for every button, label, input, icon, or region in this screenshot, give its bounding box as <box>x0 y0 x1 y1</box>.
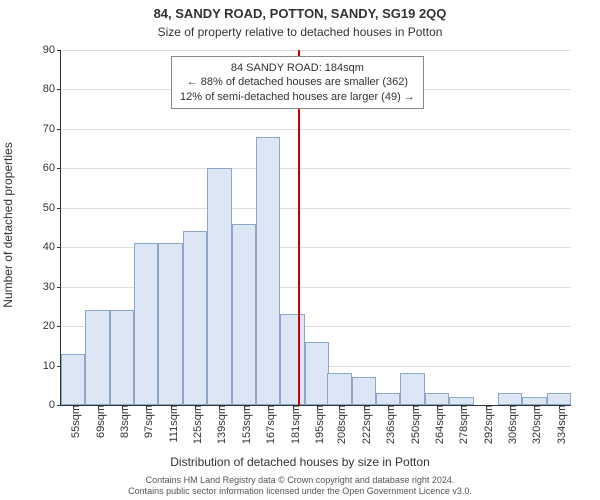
x-tick-label: 306sqm <box>501 405 519 444</box>
histogram-bar <box>522 397 546 405</box>
gridline <box>61 168 571 169</box>
histogram-bar <box>327 373 351 405</box>
histogram-bar <box>158 243 182 405</box>
x-tick-label: 236sqm <box>379 405 397 444</box>
x-tick-label: 208sqm <box>330 405 348 444</box>
gridline <box>61 50 571 51</box>
histogram-bar <box>256 137 280 405</box>
gridline <box>61 208 571 209</box>
y-tick-mark <box>57 405 61 406</box>
x-tick-label: 111sqm <box>162 405 180 443</box>
histogram-bar <box>61 354 85 405</box>
x-tick-label: 97sqm <box>137 405 155 438</box>
histogram-bar <box>376 393 400 405</box>
x-tick-label: 195sqm <box>308 405 326 444</box>
histogram-bar <box>207 168 231 405</box>
annotation-line-2: ← 88% of detached houses are smaller (36… <box>180 75 415 89</box>
histogram-bar <box>183 231 207 405</box>
x-tick-label: 264sqm <box>428 405 446 444</box>
histogram-bar <box>232 224 256 405</box>
annotation-line-1: 84 SANDY ROAD: 184sqm <box>180 61 415 75</box>
x-tick-label: 222sqm <box>355 405 373 444</box>
y-tick-mark <box>57 50 61 51</box>
histogram-bar <box>110 310 134 405</box>
histogram-bar <box>352 377 376 405</box>
y-tick-mark <box>57 168 61 169</box>
histogram-bar <box>547 393 571 405</box>
chart-title: 84, SANDY ROAD, POTTON, SANDY, SG19 2QQ <box>0 0 600 21</box>
histogram-bar <box>134 243 158 405</box>
x-tick-label: 55sqm <box>64 405 82 438</box>
footer-attribution: Contains HM Land Registry data © Crown c… <box>0 475 600 497</box>
y-tick-mark <box>57 247 61 248</box>
x-tick-label: 181sqm <box>284 405 302 444</box>
histogram-bar <box>449 397 473 405</box>
y-axis-label: Number of detached properties <box>1 142 15 307</box>
histogram-bar <box>498 393 522 405</box>
x-tick-label: 250sqm <box>404 405 422 444</box>
histogram-bar <box>425 393 449 405</box>
histogram-bar <box>400 373 424 405</box>
x-tick-label: 153sqm <box>235 405 253 444</box>
y-tick-mark <box>57 287 61 288</box>
x-tick-label: 334sqm <box>550 405 568 444</box>
x-tick-label: 83sqm <box>113 405 131 438</box>
y-tick-mark <box>57 129 61 130</box>
gridline <box>61 129 571 130</box>
y-tick-mark <box>57 89 61 90</box>
footer-line-2: Contains public sector information licen… <box>0 486 600 497</box>
annotation-box: 84 SANDY ROAD: 184sqm← 88% of detached h… <box>171 56 424 109</box>
annotation-line-3: 12% of semi-detached houses are larger (… <box>180 90 415 104</box>
x-axis-label: Distribution of detached houses by size … <box>0 455 600 469</box>
x-tick-label: 125sqm <box>186 405 204 444</box>
x-tick-label: 167sqm <box>259 405 277 444</box>
chart-subtitle: Size of property relative to detached ho… <box>0 21 600 39</box>
x-tick-label: 292sqm <box>477 405 495 444</box>
plot-area: 010203040506070809055sqm69sqm83sqm97sqm1… <box>60 50 571 406</box>
histogram-bar <box>85 310 109 405</box>
y-tick-mark <box>57 326 61 327</box>
x-tick-label: 320sqm <box>525 405 543 444</box>
histogram-bar <box>305 342 329 405</box>
y-tick-mark <box>57 208 61 209</box>
x-tick-label: 139sqm <box>210 405 228 444</box>
histogram-bar <box>280 314 304 405</box>
x-tick-label: 278sqm <box>452 405 470 444</box>
footer-line-1: Contains HM Land Registry data © Crown c… <box>0 475 600 486</box>
chart-container: 84, SANDY ROAD, POTTON, SANDY, SG19 2QQ … <box>0 0 600 500</box>
x-tick-label: 69sqm <box>89 405 107 438</box>
